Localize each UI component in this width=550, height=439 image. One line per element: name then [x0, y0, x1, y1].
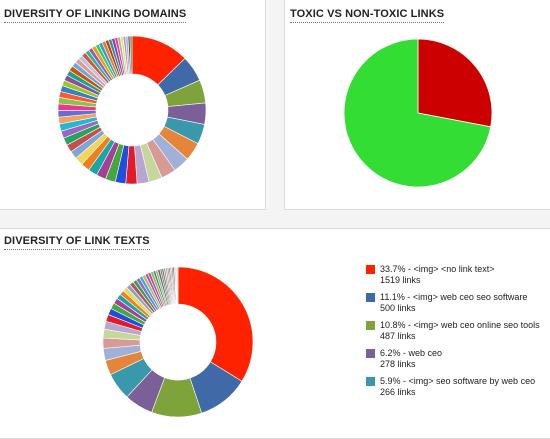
legend-item[interactable]: 33.7% - <img> <no link text> 1519 links: [366, 264, 546, 286]
panel-linking-domains: [0, 0, 266, 210]
legend-item[interactable]: 10.8% - <img> web ceo online seo tools 48…: [366, 320, 546, 342]
legend-label: 6.2% - web ceo: [380, 348, 443, 358]
legend-count: 278 links: [380, 359, 416, 369]
legend-item[interactable]: 11.1% - <img> web ceo seo software 500 li…: [366, 292, 546, 314]
legend-swatch: [366, 349, 375, 358]
legend-label: 33.7% - <img> <no link text>: [380, 264, 495, 274]
legend-swatch: [366, 265, 375, 274]
link-texts-legend: 33.7% - <img> <no link text> 1519 links 11…: [366, 264, 546, 404]
legend-count: 487 links: [380, 331, 416, 341]
panel-link-texts: [0, 228, 550, 439]
legend-item[interactable]: 5.9% - <img> seo software by web ceo 266 …: [366, 376, 546, 398]
link-texts-title: DIVERSITY OF LINK TEXTS: [4, 235, 150, 250]
legend-count: 266 links: [380, 387, 416, 397]
panel-toxic-links: [284, 0, 550, 210]
legend-label: 11.1% - <img> web ceo seo software: [380, 292, 528, 302]
legend-item[interactable]: 6.2% - web ceo 278 links: [366, 348, 546, 370]
legend-swatch: [366, 377, 375, 386]
linking-domains-title: DIVERSITY OF LINKING DOMAINS: [4, 8, 187, 23]
legend-swatch: [366, 293, 375, 302]
legend-label: 5.9% - <img> seo software by web ceo: [380, 376, 536, 386]
toxic-links-title: TOXIC VS NON-TOXIC LINKS: [290, 8, 445, 23]
legend-count: 1519 links: [380, 275, 421, 285]
legend-count: 500 links: [380, 303, 416, 313]
legend-swatch: [366, 321, 375, 330]
legend-label: 10.8% - <img> web ceo online seo tools: [380, 320, 540, 330]
